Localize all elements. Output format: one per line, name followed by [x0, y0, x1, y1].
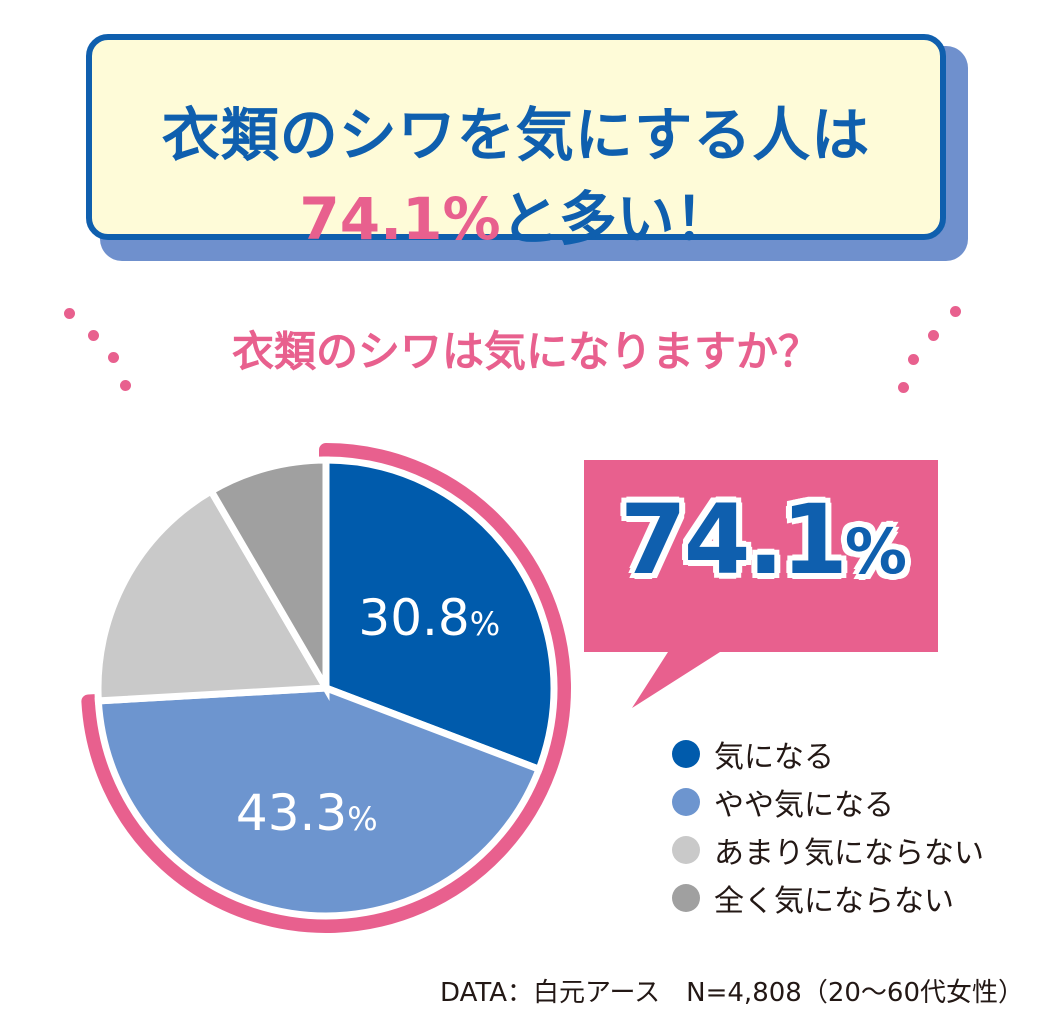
- headline-box: 衣類のシワを気にする人は 74.1%と多い！: [86, 34, 946, 253]
- data-source: DATA：白元アース N=4,808（20〜60代女性）: [440, 978, 1024, 1008]
- callout-number: 74.1: [620, 484, 848, 596]
- decor-dot: [898, 382, 909, 393]
- legend-label: 気になる: [714, 740, 834, 775]
- legend-swatch: [672, 836, 700, 864]
- pie-slice-1: [322, 456, 558, 774]
- decor-dot: [908, 354, 919, 365]
- legend-label: やや気になる: [714, 788, 894, 823]
- pie-slice-2: [94, 684, 544, 920]
- decor-dot: [88, 330, 99, 341]
- decor-dot: [928, 330, 939, 341]
- pie-slice-3: [94, 486, 332, 705]
- callout-unit: %: [844, 515, 907, 588]
- legend-item: 気になる: [672, 730, 984, 778]
- legend-label: あまり気にならない: [714, 836, 984, 871]
- callout-value: 74.1%: [588, 484, 936, 596]
- decor-dot: [108, 352, 119, 363]
- slice-value-label: 43.3%: [236, 784, 378, 842]
- headline-line2: 74.1%と多い！: [92, 172, 940, 256]
- chart-question: 衣類のシワは気になりますか？: [231, 327, 820, 376]
- legend-swatch: [672, 788, 700, 816]
- pie-chart: 30.8% 43.3%: [81, 443, 571, 933]
- legend-label: 全く気にならない: [714, 884, 954, 919]
- pie-slice-4: [206, 456, 330, 701]
- legend: 気になる やや気になる あまり気にならない 全く気にならない: [672, 730, 984, 922]
- headline-percentage: 74.1%: [299, 185, 501, 253]
- decor-dot: [64, 308, 75, 319]
- headline-line2-text: と多い！: [500, 185, 733, 253]
- legend-item: やや気になる: [672, 778, 984, 826]
- decor-dot: [120, 380, 131, 391]
- legend-item: 全く気にならない: [672, 874, 984, 922]
- legend-swatch: [672, 884, 700, 912]
- slice-value-label: 30.8%: [358, 589, 500, 647]
- headline-line1: 衣類のシワを気にする人は: [161, 101, 871, 169]
- legend-item: あまり気にならない: [672, 826, 984, 874]
- decor-dot: [950, 306, 961, 317]
- legend-swatch: [672, 740, 700, 768]
